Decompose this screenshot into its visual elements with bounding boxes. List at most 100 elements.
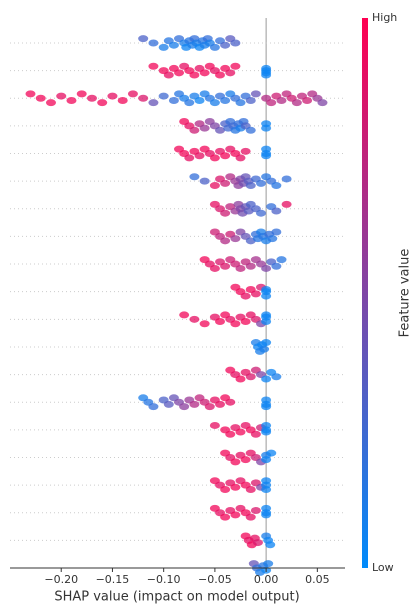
point (317, 99, 328, 107)
point (45, 99, 56, 107)
point (220, 513, 231, 521)
point (261, 375, 272, 383)
point (189, 173, 200, 181)
point (230, 483, 241, 491)
point (276, 96, 287, 104)
point (138, 35, 149, 43)
point (168, 96, 179, 104)
point (261, 124, 272, 132)
point (194, 96, 205, 104)
point (255, 179, 266, 187)
point (261, 69, 272, 77)
point (209, 43, 220, 51)
point (259, 345, 270, 353)
point (261, 150, 272, 158)
point (245, 126, 256, 134)
point (138, 94, 149, 102)
point (230, 320, 241, 328)
point (204, 403, 215, 411)
point (261, 292, 272, 300)
point (215, 400, 226, 408)
x-tick-label: −0.15 (96, 573, 130, 586)
point (97, 99, 108, 107)
point (209, 99, 220, 107)
point (189, 126, 200, 134)
point (261, 264, 272, 272)
point (245, 513, 256, 521)
point (281, 200, 292, 208)
point (261, 456, 272, 464)
point (245, 262, 256, 270)
point (199, 69, 210, 77)
x-axis-label: SHAP value (impact on model output) (54, 590, 299, 605)
point (235, 428, 246, 436)
point (189, 400, 200, 408)
point (245, 182, 256, 190)
x-tick-label: 0.05 (305, 573, 330, 586)
point (184, 154, 195, 162)
point (255, 209, 266, 217)
point (261, 285, 272, 293)
point (220, 96, 231, 104)
point (209, 421, 220, 429)
point (291, 99, 302, 107)
point (261, 311, 272, 319)
point (66, 96, 77, 104)
point (209, 264, 220, 272)
point (245, 373, 256, 381)
point (230, 62, 241, 70)
point (117, 96, 128, 104)
point (189, 315, 200, 323)
point (240, 147, 251, 155)
point (127, 90, 138, 98)
point (220, 237, 231, 245)
point (265, 541, 276, 549)
point (148, 62, 159, 70)
point (250, 90, 261, 98)
point (163, 71, 174, 79)
point (271, 207, 282, 215)
point (235, 99, 246, 107)
point (250, 290, 261, 298)
point (263, 560, 274, 568)
colorbar-title: Feature value (398, 249, 413, 338)
colorbar-high: High (372, 11, 397, 24)
point (225, 430, 236, 438)
point (215, 318, 226, 326)
point (148, 99, 159, 107)
point (245, 486, 256, 494)
point (250, 430, 261, 438)
point (281, 175, 292, 183)
point (225, 398, 236, 406)
point (220, 262, 231, 270)
point (174, 69, 185, 77)
point (266, 449, 277, 457)
point (179, 311, 190, 319)
x-tick-label: 0.00 (254, 573, 279, 586)
point (240, 292, 251, 300)
x-tick-label: −0.10 (147, 573, 181, 586)
point (56, 92, 67, 100)
point (230, 511, 241, 519)
point (230, 458, 241, 466)
point (215, 126, 226, 134)
point (302, 96, 313, 104)
x-tick-label: −0.05 (198, 573, 232, 586)
point (35, 94, 46, 102)
point (261, 426, 272, 434)
point (189, 71, 200, 79)
point (163, 400, 174, 408)
point (245, 96, 256, 104)
point (230, 235, 241, 243)
point (107, 92, 118, 100)
point (220, 41, 231, 49)
point (230, 39, 241, 47)
point (261, 400, 272, 408)
point (25, 90, 36, 98)
point (220, 486, 231, 494)
point (240, 318, 251, 326)
colorbar (362, 18, 368, 568)
point (271, 373, 282, 381)
point (266, 99, 277, 107)
